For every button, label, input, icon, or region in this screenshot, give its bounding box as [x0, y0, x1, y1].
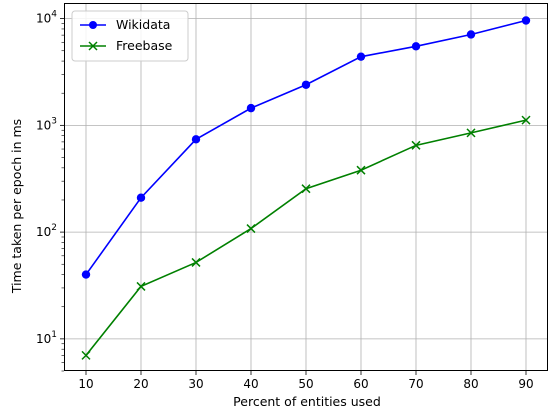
data-point-wikidata	[81, 270, 91, 279]
data-point-wikidata	[466, 30, 476, 39]
data-point-wikidata	[136, 193, 146, 202]
data-point-freebase	[466, 128, 476, 138]
y-axis-title: Time taken per epoch in ms	[9, 119, 24, 294]
x-tick-label: 60	[353, 377, 368, 391]
x-tick-label: 40	[243, 377, 258, 391]
data-point-freebase	[411, 140, 421, 150]
legend-wikidata-label: Wikidata	[116, 17, 170, 32]
legend-box	[71, 10, 189, 62]
data-point-freebase	[136, 281, 146, 291]
data-point-wikidata	[246, 103, 256, 113]
data-point-freebase	[356, 165, 366, 175]
data-point-freebase	[301, 184, 311, 194]
x-tick-label: 50	[298, 377, 313, 391]
legend-wikidata-marker	[89, 21, 97, 29]
y-tick-label: 101	[36, 330, 57, 346]
data-point-wikidata	[521, 16, 531, 25]
x-tick-label: 20	[133, 377, 148, 391]
y-tick-label: 102	[36, 223, 57, 239]
data-point-wikidata	[411, 42, 421, 51]
data-point-freebase	[246, 224, 256, 234]
data-point-freebase	[191, 257, 201, 267]
y-tick-label: 104	[36, 10, 57, 26]
x-tick-label: 80	[463, 377, 478, 391]
x-tick-label: 70	[408, 377, 423, 391]
data-point-freebase	[521, 115, 531, 125]
y-tick-label: 103	[36, 116, 57, 132]
x-tick-label: 10	[78, 377, 93, 391]
grid-layer	[64, 3, 548, 371]
tick-layer: 10 20 30 40 50 60 70 80 90 101 102 103 104	[36, 10, 534, 391]
data-point-freebase	[81, 350, 91, 360]
legend-freebase-label: Freebase	[116, 38, 173, 53]
data-point-wikidata	[356, 52, 366, 61]
legend-freebase-marker	[88, 41, 98, 51]
x-tick-label: 90	[518, 377, 533, 391]
data-point-wikidata	[191, 135, 201, 144]
x-axis-title: Percent of entities used	[233, 394, 381, 409]
data-point-wikidata	[301, 80, 311, 89]
legend: Wikidata Freebase	[71, 10, 189, 62]
series-layer	[81, 16, 531, 360]
x-tick-label: 30	[188, 377, 203, 391]
